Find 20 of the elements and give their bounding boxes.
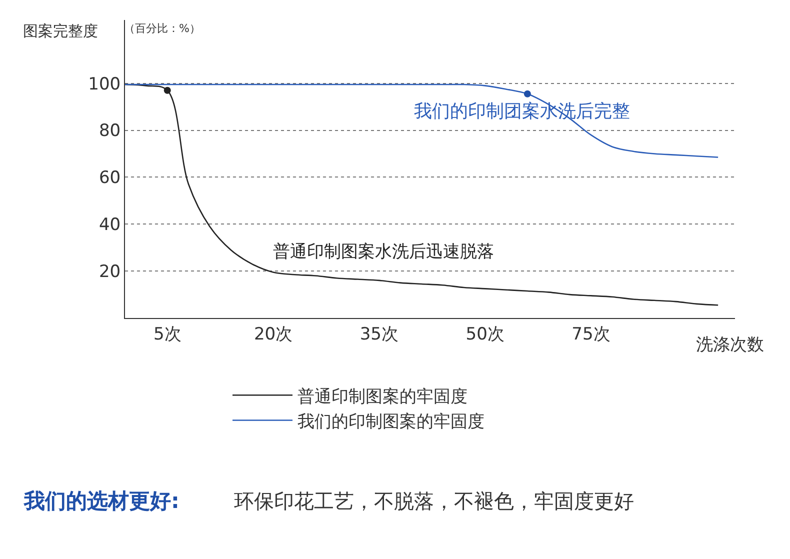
annotation: 普通印制图案水洗后迅速脱落 (273, 242, 494, 262)
y-tick-label: 80 (98, 121, 121, 142)
x-axis-title: 洗涤次数 (696, 335, 764, 355)
text: 我们的选材更好: (23, 489, 180, 513)
y-axis-title: 图案完整度 (23, 22, 98, 40)
annotation: （百分比：%） (124, 22, 200, 35)
y-tick-label: 100 (88, 74, 121, 94)
y-tick-label: 20 (98, 262, 121, 282)
x-tick-label: 75次 (572, 324, 610, 344)
line-series (125, 84, 719, 158)
x-tick-label: 20次 (254, 324, 293, 344)
x-tick-label: 35次 (360, 324, 398, 344)
legend-label: 我们的印制图案的牢固度 (298, 412, 484, 432)
text: 环保印花工艺，不脱落，不褪色，牢固度更好 (234, 489, 634, 513)
x-tick-label: 5次 (153, 324, 182, 344)
x-tick-label: 50次 (466, 324, 504, 344)
legend-label: 普通印制图案的牢固度 (298, 386, 468, 407)
y-tick-label: 60 (98, 168, 121, 188)
y-tick-label: 40 (98, 215, 121, 236)
annotation: 我们的印制团案水洗后完整 (414, 101, 630, 122)
